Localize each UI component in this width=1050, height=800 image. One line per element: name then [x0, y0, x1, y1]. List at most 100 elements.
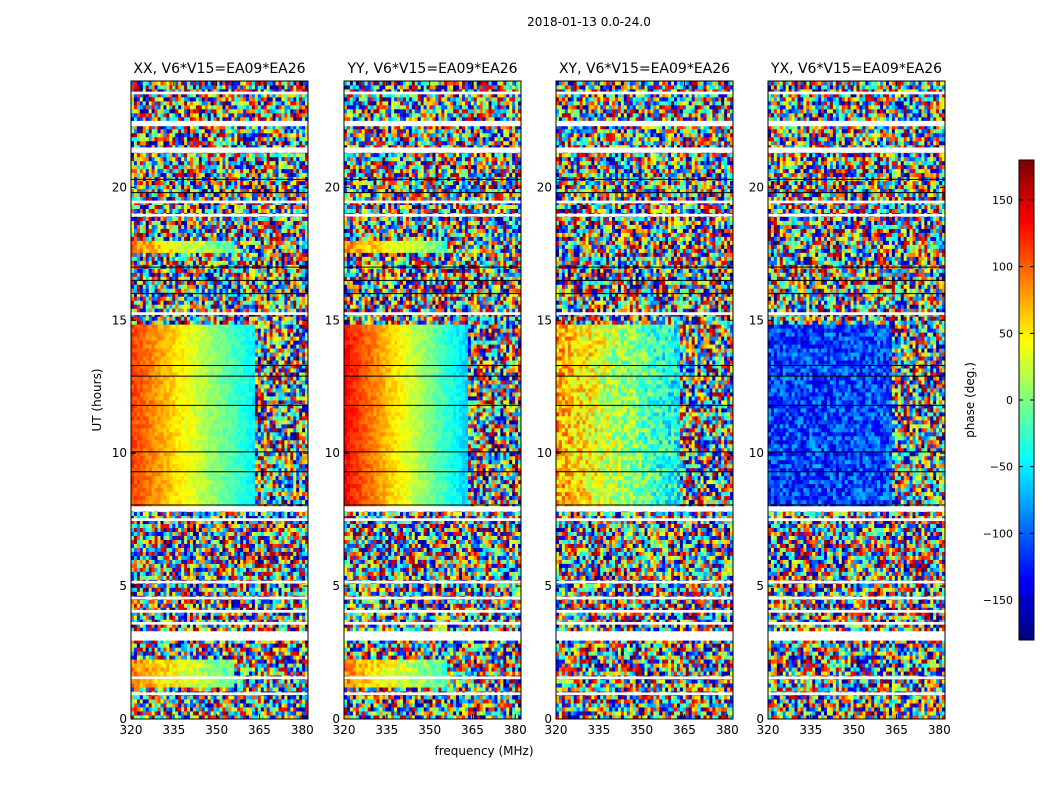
heatmap-cell: [222, 695, 225, 699]
heatmap-cell: [276, 699, 279, 703]
heatmap-cell: [261, 556, 264, 560]
heatmap-cell: [149, 591, 152, 595]
heatmap-cell: [131, 699, 134, 703]
heatmap-cell: [208, 583, 211, 587]
heatmap-cell: [287, 488, 290, 492]
heatmap-cell: [252, 703, 255, 707]
heatmap-cell: [276, 492, 279, 496]
heatmap-cell: [190, 472, 193, 476]
heatmap-cell: [208, 464, 211, 468]
heatmap-cell: [243, 707, 246, 711]
heatmap-cell: [169, 699, 172, 703]
heatmap-cell: [264, 472, 267, 476]
heatmap-cell: [264, 476, 267, 480]
heatmap-cell: [237, 496, 240, 500]
heatmap-cell: [293, 647, 296, 651]
heatmap-cell: [249, 663, 252, 667]
heatmap-cell: [279, 615, 282, 619]
heatmap-cell: [211, 528, 214, 532]
heatmap-cell: [172, 492, 175, 496]
heatmap-cell: [237, 536, 240, 540]
heatmap-cell: [228, 536, 231, 540]
heatmap-cell: [276, 591, 279, 595]
heatmap-cell: [134, 571, 137, 575]
heatmap-cell: [217, 599, 220, 603]
heatmap-cell: [131, 464, 134, 468]
heatmap-cell: [134, 699, 137, 703]
heatmap-cell: [161, 524, 164, 528]
heatmap-cell: [246, 655, 249, 659]
heatmap-cell: [169, 488, 172, 492]
heatmap-cell: [228, 683, 231, 687]
heatmap-cell: [228, 667, 231, 671]
heatmap-cell: [202, 599, 205, 603]
heatmap-cell: [228, 560, 231, 564]
heatmap-cell: [134, 655, 137, 659]
heatmap-cell: [184, 599, 187, 603]
heatmap-cell: [158, 651, 161, 655]
heatmap-cell: [279, 512, 282, 516]
heatmap-cell: [134, 647, 137, 651]
heatmap-cell: [267, 496, 270, 500]
heatmap-cell: [267, 647, 270, 651]
heatmap-cell: [222, 544, 225, 548]
heatmap-cell: [161, 679, 164, 683]
heatmap-cell: [152, 544, 155, 548]
heatmap-cell: [137, 695, 140, 699]
heatmap-cell: [293, 687, 296, 691]
heatmap-cell: [296, 563, 299, 567]
heatmap-cell: [134, 671, 137, 675]
heatmap-cell: [193, 532, 196, 536]
heatmap-cell: [208, 563, 211, 567]
heatmap-cell: [228, 663, 231, 667]
heatmap-cell: [234, 615, 237, 619]
heatmap-cell: [146, 683, 149, 687]
heatmap-cell: [199, 492, 202, 496]
heatmap-cell: [287, 548, 290, 552]
heatmap-cell: [131, 651, 134, 655]
heatmap-cell: [284, 524, 287, 528]
heatmap-cell: [243, 659, 246, 663]
heatmap-cell: [243, 647, 246, 651]
heatmap-cell: [175, 647, 178, 651]
heatmap-cell: [270, 699, 273, 703]
heatmap-cell: [290, 563, 293, 567]
heatmap-cell: [284, 563, 287, 567]
heatmap-cell: [243, 687, 246, 691]
heatmap-cell: [293, 524, 296, 528]
heatmap-cell: [178, 563, 181, 567]
heatmap-cell: [255, 671, 258, 675]
heatmap-cell: [252, 687, 255, 691]
heatmap-cell: [163, 556, 166, 560]
heatmap-cell: [237, 583, 240, 587]
heatmap-cell: [146, 643, 149, 647]
heatmap-cell: [193, 699, 196, 703]
heatmap-cell: [240, 603, 243, 607]
heatmap-cell: [240, 484, 243, 488]
heatmap-cell: [163, 492, 166, 496]
heatmap-cell: [181, 667, 184, 671]
heatmap-cell: [163, 679, 166, 683]
heatmap-cell: [225, 591, 228, 595]
heatmap-cell: [190, 591, 193, 595]
heatmap-cell: [225, 575, 228, 579]
heatmap-cell: [267, 603, 270, 607]
heatmap-cell: [293, 663, 296, 667]
heatmap-cell: [178, 532, 181, 536]
heatmap-cell: [249, 655, 252, 659]
heatmap-cell: [134, 567, 137, 571]
heatmap-cell: [234, 548, 237, 552]
heatmap-cell: [264, 560, 267, 564]
heatmap-cell: [234, 472, 237, 476]
heatmap-cell: [175, 488, 178, 492]
heatmap-cell: [161, 711, 164, 715]
heatmap-cell: [237, 659, 240, 663]
heatmap-cell: [166, 560, 169, 564]
heatmap-cell: [284, 512, 287, 516]
heatmap-cell: [169, 567, 172, 571]
heatmap-cell: [190, 528, 193, 532]
heatmap-cell: [249, 512, 252, 516]
heatmap-cell: [252, 711, 255, 715]
heatmap-cell: [172, 524, 175, 528]
heatmap-cell: [246, 548, 249, 552]
